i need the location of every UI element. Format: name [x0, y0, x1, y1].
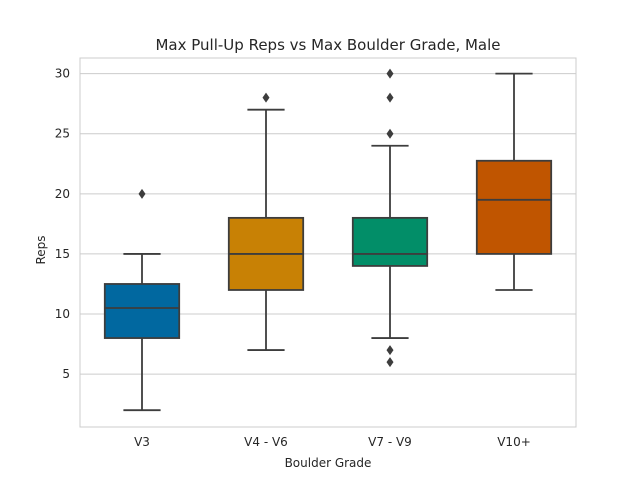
x-tick-label: V7 - V9	[368, 435, 412, 449]
y-tick-label: 15	[55, 247, 70, 261]
outlier-point	[262, 92, 270, 103]
x-axis-label: Boulder Grade	[285, 456, 372, 470]
box-group	[475, 72, 553, 291]
x-axis: V3 V4 - V6 V7 - V9 V10+	[134, 435, 531, 449]
y-tick-label: 5	[62, 367, 70, 381]
box-group	[103, 188, 181, 412]
box-iqr	[475, 159, 553, 255]
box-group	[227, 92, 305, 351]
outlier-point	[386, 68, 394, 79]
boxes-layer	[103, 68, 553, 412]
y-tick-label: 25	[55, 127, 70, 141]
x-tick-label: V3	[134, 435, 150, 449]
y-tick-label: 30	[55, 67, 70, 81]
box-iqr	[351, 216, 429, 267]
outlier-point	[386, 345, 394, 356]
outlier-point	[386, 128, 394, 139]
plot-area-frame	[79, 57, 577, 428]
y-tick-label: 20	[55, 187, 70, 201]
outlier-point	[138, 188, 146, 199]
y-axis-label: Reps	[34, 235, 48, 264]
y-axis: 5 10 15 20 25 30	[55, 67, 70, 381]
outlier-point	[386, 357, 394, 368]
x-tick-label: V4 - V6	[244, 435, 288, 449]
x-tick-label: V10+	[497, 435, 531, 449]
box-iqr	[103, 283, 181, 339]
y-tick-label: 10	[55, 307, 70, 321]
outlier-point	[386, 92, 394, 103]
chart-title: Max Pull-Up Reps vs Max Boulder Grade, M…	[155, 36, 500, 54]
box-group	[351, 68, 429, 368]
